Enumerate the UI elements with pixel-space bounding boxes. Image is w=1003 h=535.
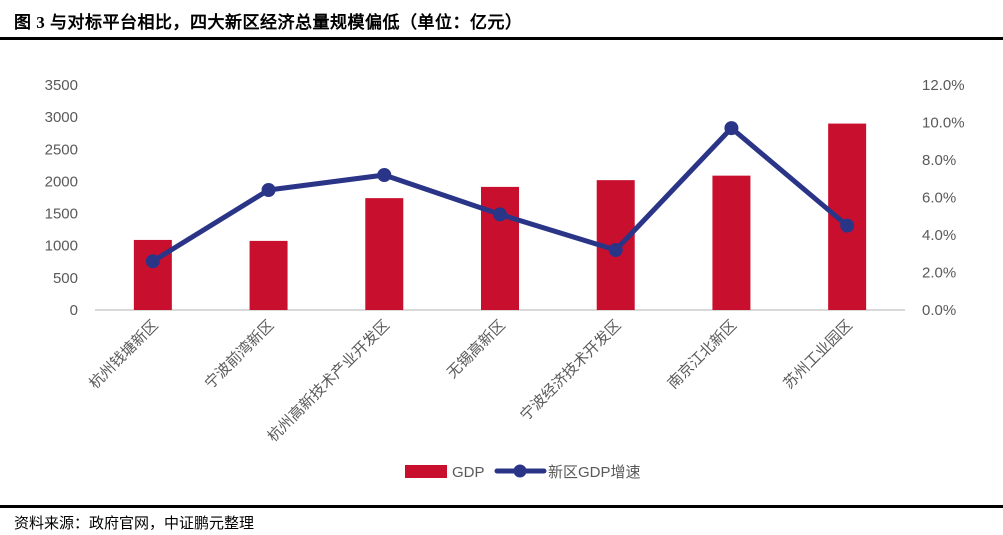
- title-rule: [0, 37, 1003, 40]
- gdp-bar: [365, 198, 404, 310]
- category-label: 苏州工业园区: [780, 317, 856, 393]
- growth-line-marker: [261, 183, 276, 197]
- growth-line-marker: [493, 207, 507, 222]
- category-label: 无锡高新区: [444, 317, 509, 382]
- left-axis-tick-label: 3000: [45, 109, 78, 126]
- right-axis-tick-label: 0.0%: [922, 302, 956, 319]
- growth-line-marker: [377, 168, 392, 182]
- growth-line-marker: [145, 254, 160, 269]
- legend-gdp-label: GDP: [452, 464, 485, 481]
- right-axis-tick-label: 4.0%: [922, 227, 956, 244]
- chart-canvas: 0 500 1000 1500 2000 2500 3000 3500 0.0% 2.0% 4.0%…: [45, 77, 965, 481]
- legend-growth-marker: [513, 464, 527, 478]
- figure-title: 图 3 与对标平台相比，四大新区经济总量规模偏低（单位：亿元）: [14, 13, 523, 32]
- footer-rule: [0, 505, 1003, 508]
- gdp-bar: [249, 240, 288, 310]
- category-label: 宁波前湾新区: [202, 317, 278, 393]
- gdp-bar: [712, 175, 751, 310]
- gdp-combo-chart: 0 500 1000 1500 2000 2500 3000 3500 0.0% 2.0% 4.0%…: [0, 40, 1003, 505]
- right-axis-tick-label: 8.0%: [922, 152, 956, 169]
- left-axis-tick-label: 3500: [45, 77, 78, 94]
- growth-line-marker: [608, 243, 623, 257]
- source-note: 资料来源：政府官网，中证鹏元整理: [14, 516, 255, 532]
- left-axis-tick-label: 2500: [45, 141, 78, 158]
- growth-line-marker: [724, 121, 739, 136]
- right-axis-tick-label: 10.0%: [922, 115, 965, 132]
- left-axis-tick-label: 0: [70, 302, 78, 319]
- left-axis-tick-label: 500: [53, 270, 78, 287]
- gdp-bar: [481, 186, 519, 310]
- legend-gdp-swatch: [405, 465, 447, 478]
- category-label: 南京江北新区: [665, 317, 741, 393]
- left-axis-tick-label: 1500: [45, 206, 78, 223]
- growth-line-marker: [840, 218, 855, 233]
- category-label: 宁波经济技术开发区: [517, 317, 624, 424]
- left-axis-tick-label: 1000: [45, 238, 78, 255]
- legend-growth-label: 新区GDP增速: [548, 464, 641, 481]
- right-axis-tick-label: 12.0%: [922, 77, 965, 94]
- right-axis-tick-label: 6.0%: [922, 190, 956, 207]
- category-label: 杭州钱塘新区: [86, 317, 162, 393]
- right-axis-tick-label: 2.0%: [922, 265, 956, 282]
- category-label: 杭州高新技术产业开发区: [264, 317, 393, 446]
- left-axis-tick-label: 2000: [45, 173, 78, 190]
